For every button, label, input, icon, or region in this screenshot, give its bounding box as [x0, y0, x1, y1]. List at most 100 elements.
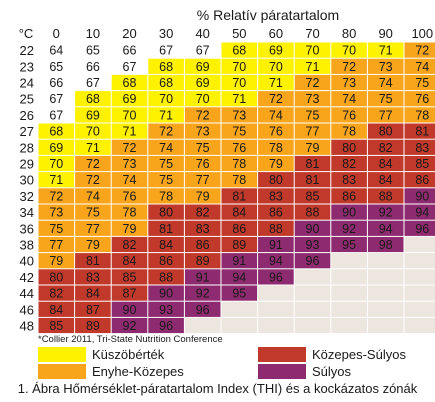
heatmap-cell: [294, 74, 331, 91]
y-tick-label: 22: [20, 43, 34, 58]
source-footnote: *Collier 2011, Tri-State Nutrition Confe…: [38, 334, 223, 345]
cell-value-label: 69: [86, 108, 100, 122]
cell-value-label: 67: [123, 60, 137, 74]
cell-value-label: 88: [306, 206, 320, 220]
heatmap-cell: [75, 42, 111, 58]
x-tick-label: 0: [53, 26, 60, 41]
heatmap-cell: [331, 188, 367, 204]
heatmap-cell: [258, 123, 294, 139]
heatmap-cell: [148, 123, 184, 139]
heatmap-cell: [38, 155, 75, 172]
heatmap-cell: [367, 107, 404, 123]
x-tick-label: 20: [122, 26, 136, 41]
cell-value-label: 77: [196, 173, 210, 187]
cell-value-label: 71: [86, 141, 100, 155]
heatmap-cell: [38, 91, 75, 107]
heatmap-cell: [221, 236, 258, 253]
cell-value-label: 79: [306, 141, 320, 155]
cell-value-label: 84: [159, 238, 173, 252]
heatmap-cell: [184, 42, 221, 58]
cell-value-label: 70: [269, 60, 283, 74]
heatmap-cell: [221, 172, 258, 188]
cell-value-label: 80: [379, 125, 393, 139]
heatmap-cell: [294, 155, 331, 172]
cell-value-label: 74: [379, 76, 393, 90]
heatmap-cell: [258, 42, 294, 58]
heatmap-cell: [111, 204, 148, 220]
heatmap-cell: [184, 123, 221, 139]
heatmap-cell: [294, 139, 331, 155]
heatmap-cell: [75, 155, 111, 172]
heatmap-cell: [111, 301, 148, 317]
cell-value-label: 91: [269, 238, 283, 252]
cell-value-label: 79: [123, 222, 137, 236]
cell-value-label: 80: [269, 173, 283, 187]
heatmap-cell: [148, 155, 184, 172]
heatmap-cell: [148, 301, 184, 317]
x-tick-label: 40: [195, 26, 209, 41]
cell-value-label: 69: [269, 44, 283, 58]
cell-value-label: 88: [159, 270, 173, 284]
figure-caption: 1. Ábra Hőmérséklet-páratartalom Index (…: [17, 381, 418, 396]
legend-item-enyhe-kozepes: Enyhe-Közepes: [38, 364, 184, 379]
heatmap-cell: [111, 58, 148, 74]
cell-value-label: 72: [306, 76, 320, 90]
heatmap-cell: [404, 123, 435, 139]
heatmap-cell: [404, 172, 435, 188]
heatmap-cell: [331, 139, 367, 155]
cell-value-label: 79: [269, 157, 283, 171]
legend-swatch: [258, 364, 306, 379]
heatmap-cell: [111, 155, 148, 172]
legend-label: Enyhe-Közepes: [92, 364, 184, 379]
cell-value-label: 65: [86, 44, 100, 58]
legend-label: Súlyos: [312, 364, 352, 379]
heatmap-cell: [331, 91, 367, 107]
cell-value-label: 80: [342, 141, 356, 155]
cell-value-label: 75: [159, 173, 173, 187]
cell-value-label: 80: [49, 270, 63, 284]
heatmap-cell: [184, 285, 221, 301]
cell-value-label: 77: [49, 238, 63, 252]
heatmap-cell: [221, 139, 258, 155]
cell-value-label: 89: [232, 238, 246, 252]
heatmap-cell: [148, 204, 184, 220]
x-tick-label: 50: [232, 26, 246, 41]
cell-value-label: 81: [159, 222, 173, 236]
heatmap-cell: [184, 253, 221, 269]
heatmap-cell: [111, 285, 148, 301]
heatmap-cell: [111, 269, 148, 285]
cell-value-label: 96: [306, 254, 320, 268]
y-tick-label: 27: [20, 124, 34, 139]
cell-value-label: 83: [196, 222, 210, 236]
x-tick-label: 10: [86, 26, 100, 41]
cell-value-label: 90: [415, 189, 429, 203]
y-tick-label: 30: [20, 173, 34, 188]
cell-value-label: 72: [415, 44, 429, 58]
cell-value-label: 96: [269, 270, 283, 284]
cell-value-label: 82: [49, 287, 63, 301]
cell-value-label: 83: [415, 141, 429, 155]
heatmap-cell: [111, 188, 148, 204]
cell-value-label: 75: [379, 92, 393, 106]
heatmap-cell: [75, 74, 111, 91]
heatmap-cell: [75, 301, 111, 317]
heatmap-cell: [75, 317, 111, 334]
y-tick-label: 25: [20, 92, 34, 107]
cell-value-label: 74: [123, 173, 137, 187]
cell-value-label: 67: [49, 92, 63, 106]
heatmap-cell: [111, 74, 148, 91]
cell-value-label: 71: [379, 44, 393, 58]
heatmap-cell: [38, 285, 75, 301]
cell-value-label: 75: [159, 157, 173, 171]
heatmap-cell: [148, 269, 184, 285]
cell-value-label: 79: [196, 189, 210, 203]
heatmap-cell: [148, 74, 184, 91]
heatmap-cell: [404, 220, 435, 236]
legend-item-sulyos: Súlyos: [258, 364, 351, 379]
heatmap-cell: [38, 42, 75, 58]
heatmap-cell: [331, 155, 367, 172]
cell-value-label: 76: [342, 108, 356, 122]
heatmap-cell: [331, 317, 367, 334]
heatmap-cell: [184, 188, 221, 204]
heatmap-cell: [221, 269, 258, 285]
